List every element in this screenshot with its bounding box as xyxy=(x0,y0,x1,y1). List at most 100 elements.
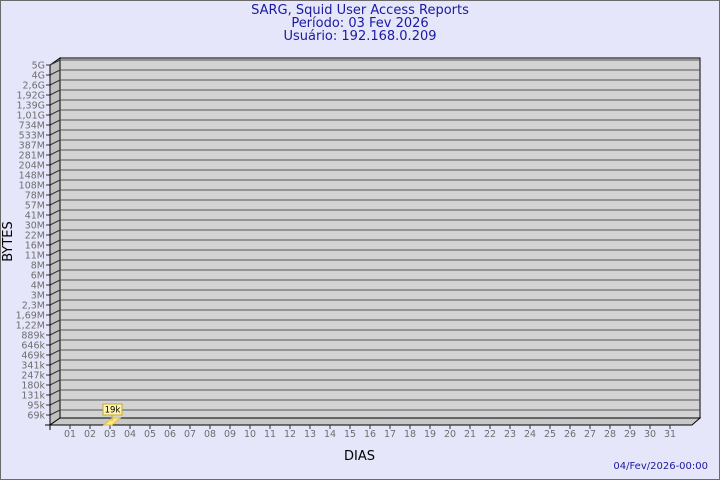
generated-timestamp: 04/Fev/2026-00:00 xyxy=(613,461,708,472)
gridline-side xyxy=(49,79,61,86)
plot-back-wall xyxy=(59,57,701,419)
x-tick-label: 16 xyxy=(364,429,376,440)
x-tick-label: 03 xyxy=(104,429,116,440)
x-axis-label: DIAS xyxy=(344,449,375,464)
x-tick-label: 24 xyxy=(524,429,536,440)
x-tick-label: 17 xyxy=(384,429,396,440)
x-tick-label: 27 xyxy=(584,429,596,440)
x-tick-label: 15 xyxy=(344,429,356,440)
x-tick-label: 23 xyxy=(504,429,516,440)
y-axis-label: BYTES xyxy=(0,221,16,262)
gridline-side xyxy=(49,369,61,376)
y-tick-label: 180k xyxy=(21,381,45,392)
y-tick-label: 4M xyxy=(31,281,45,292)
chart-period: Período: 03 Fev 2026 xyxy=(291,16,429,31)
y-tick-label: 247k xyxy=(21,371,45,382)
y-tick-label: 1,22M xyxy=(16,321,45,332)
y-tick-label: 1,92G xyxy=(16,91,45,102)
gridline-side xyxy=(49,139,61,146)
y-tick-label: 387M xyxy=(19,141,45,152)
x-tick-label: 20 xyxy=(444,429,456,440)
gridline-side xyxy=(49,209,61,216)
gridline-side xyxy=(49,409,61,416)
x-tick-label: 28 xyxy=(604,429,616,440)
y-tick-label: 1,39G xyxy=(16,101,45,112)
gridline-side xyxy=(49,339,61,346)
data-label: 19k xyxy=(105,406,121,416)
chart-user: Usuário: 192.168.0.209 xyxy=(283,29,437,44)
gridline-side xyxy=(49,249,61,256)
gridline-side xyxy=(49,329,61,336)
y-tick-label: 281M xyxy=(19,151,45,162)
gridline-side xyxy=(49,189,61,196)
y-tick-label: 4G xyxy=(32,71,45,82)
y-tick-label: 78M xyxy=(25,191,45,202)
gridline-side xyxy=(49,299,61,306)
gridline-side xyxy=(49,229,61,236)
y-tick-label: 2,6G xyxy=(23,81,45,92)
gridline-side xyxy=(49,99,61,106)
gridline-side xyxy=(49,179,61,186)
y-tick-label: 16M xyxy=(25,241,45,252)
gridline-side xyxy=(49,289,61,296)
y-tick-label: 469k xyxy=(21,351,45,362)
x-tick-label: 26 xyxy=(564,429,576,440)
gridline-side xyxy=(49,219,61,226)
x-tick-label: 08 xyxy=(204,429,216,440)
y-tick-label: 889k xyxy=(21,331,45,342)
y-tick-label: 533M xyxy=(19,131,45,142)
x-tick-label: 10 xyxy=(244,429,256,440)
x-tick-label: 12 xyxy=(284,429,296,440)
gridline-side xyxy=(49,259,61,266)
gridline-side xyxy=(49,239,61,246)
y-tick-label: 6M xyxy=(31,271,45,282)
y-tick-label: 341k xyxy=(21,361,45,372)
gridline-side xyxy=(49,149,61,156)
y-tick-label: 8M xyxy=(31,261,45,272)
y-tick-label: 3M xyxy=(31,291,45,302)
gridline-side xyxy=(49,119,61,126)
x-tick-label: 01 xyxy=(64,429,76,440)
gridline-side xyxy=(49,129,61,136)
gridline-side xyxy=(49,59,61,66)
x-tick-label: 13 xyxy=(304,429,316,440)
y-tick-label: 148M xyxy=(19,171,45,182)
gridline-side xyxy=(49,379,61,386)
x-tick-label: 25 xyxy=(544,429,556,440)
gridline-side xyxy=(49,199,61,206)
x-tick-label: 11 xyxy=(264,429,276,440)
y-tick-label: 204M xyxy=(19,161,45,172)
y-tick-label: 734M xyxy=(19,121,45,132)
y-tick-label: 131k xyxy=(21,391,45,402)
y-tick-label: 11M xyxy=(25,251,45,262)
y-tick-label: 1,01G xyxy=(16,111,45,122)
gridline-side xyxy=(49,309,61,316)
x-tick-label: 04 xyxy=(124,429,136,440)
y-tick-label: 30M xyxy=(25,221,45,232)
gridline-side xyxy=(49,399,61,406)
x-tick-label: 19 xyxy=(424,429,436,440)
y-tick-label: 108M xyxy=(19,181,45,192)
x-tick-label: 29 xyxy=(624,429,636,440)
bar xyxy=(102,417,122,426)
y-tick-label: 41M xyxy=(25,211,45,222)
y-tick-label: 5G xyxy=(32,61,45,72)
gridline-side xyxy=(49,349,61,356)
x-tick-label: 09 xyxy=(224,429,236,440)
y-tick-label: 22M xyxy=(25,231,45,242)
gridline-side xyxy=(49,319,61,326)
x-tick-label: 30 xyxy=(644,429,656,440)
x-tick-label: 14 xyxy=(324,429,336,440)
x-tick-label: 05 xyxy=(144,429,156,440)
x-tick-label: 21 xyxy=(464,429,476,440)
x-tick-label: 18 xyxy=(404,429,416,440)
gridline-side xyxy=(49,389,61,396)
gridline-side xyxy=(49,169,61,176)
y-tick-label: 95k xyxy=(27,401,45,412)
x-tick-label: 06 xyxy=(164,429,176,440)
y-tick-label: 1,69M xyxy=(16,311,45,322)
gridline-side xyxy=(49,109,61,116)
gridline-side xyxy=(49,359,61,366)
chart-title: SARG, Squid User Access Reports xyxy=(251,3,469,18)
